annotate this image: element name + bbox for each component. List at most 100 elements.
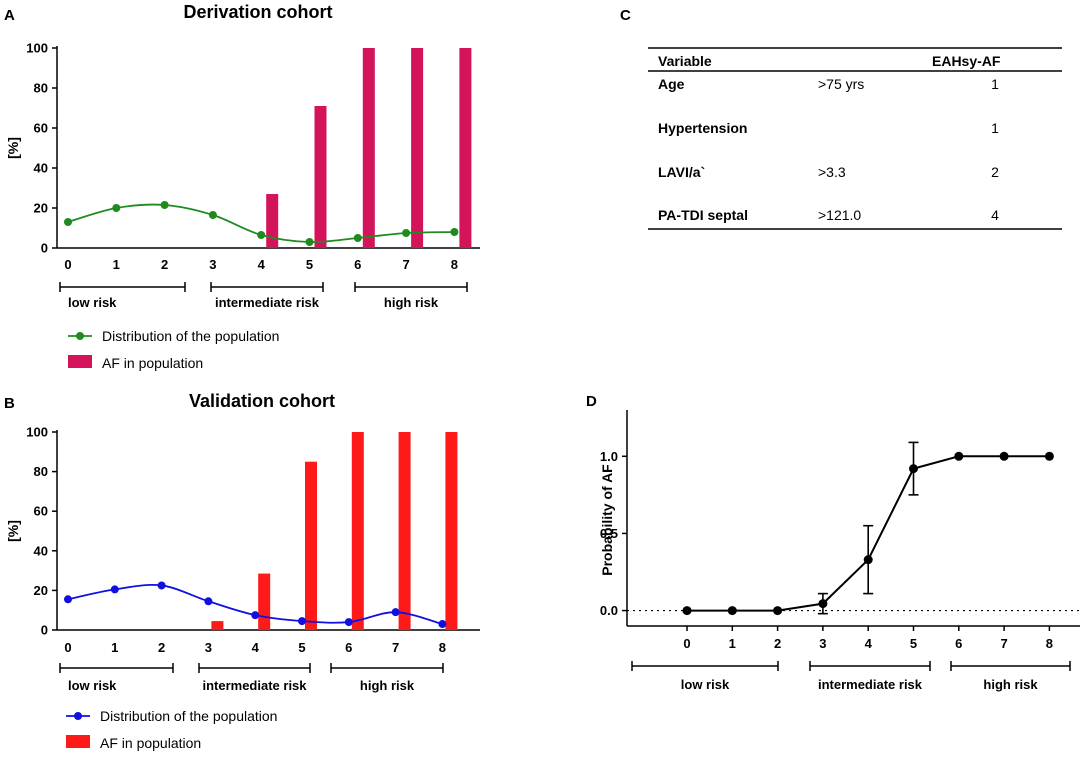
risk-group-label: low risk	[68, 295, 117, 310]
y-tick-label: 100	[26, 425, 48, 440]
af-bar	[314, 106, 327, 248]
x-tick-label: 5	[910, 636, 917, 651]
probability-point	[1044, 451, 1054, 461]
risk-group-label: high risk	[384, 295, 439, 310]
x-tick-label: 6	[354, 257, 361, 272]
y-tick-label: 80	[34, 464, 48, 479]
probability-point	[999, 451, 1009, 461]
distribution-point	[450, 228, 459, 236]
x-tick-label: 3	[819, 636, 826, 651]
af-bar	[445, 432, 458, 630]
af-bar	[398, 432, 411, 630]
legend-label: Distribution of the population	[100, 708, 277, 724]
y-tick-label: 60	[34, 504, 48, 519]
score-table: Variable EAHsy-AF Age >75 yrs 1 Hyperten…	[648, 47, 1062, 230]
x-tick-label: 5	[298, 640, 305, 655]
distribution-point	[204, 597, 213, 606]
x-tick-label: 1	[729, 636, 736, 651]
panel-letter-c: C	[620, 7, 631, 24]
panel-letter-d: D	[586, 393, 597, 410]
x-tick-label: 4	[258, 257, 266, 272]
distribution-point	[353, 234, 362, 242]
y-tick-label: 80	[34, 81, 48, 96]
chart-title: Derivation cohort	[183, 2, 332, 22]
x-tick-label: 4	[865, 636, 873, 651]
x-tick-label: 2	[158, 640, 165, 655]
risk-group-label: low risk	[681, 677, 730, 692]
x-tick-label: 6	[345, 640, 352, 655]
y-tick-label: 60	[34, 121, 48, 136]
legend-bar-swatch	[68, 355, 92, 368]
x-tick-label: 0	[683, 636, 690, 651]
y-tick-label: 0	[41, 241, 48, 256]
y-axis-label: [%]	[5, 520, 21, 542]
probability-point	[954, 451, 964, 461]
risk-group-label: intermediate risk	[818, 677, 923, 692]
x-tick-label: 7	[392, 640, 399, 655]
risk-group-label: intermediate risk	[215, 295, 320, 310]
x-tick-label: 0	[64, 257, 71, 272]
y-tick-label: 40	[34, 161, 48, 176]
distribution-point	[208, 211, 217, 219]
distribution-point	[112, 204, 121, 212]
legend-bar-swatch	[66, 735, 90, 748]
distribution-point	[110, 585, 119, 594]
distribution-point	[160, 201, 169, 209]
validation-chart: Validation cohort [%] 0 20 40 60 80 100 0 1 2 3 4 5 6 7…	[5, 391, 480, 751]
distribution-point	[157, 581, 166, 590]
legend-label: Distribution of the population	[102, 328, 279, 344]
x-tick-label: 8	[451, 257, 458, 272]
distribution-point	[298, 617, 306, 626]
x-tick-label: 7	[402, 257, 409, 272]
y-tick-label: 20	[34, 201, 48, 216]
derivation-chart: Derivation cohort [%] 0 20 40 60 80 100 0 1 2 3 4 5 6 7…	[5, 2, 480, 371]
chart-title: Validation cohort	[189, 391, 335, 411]
table-row-variable: Age	[658, 76, 685, 92]
x-tick-label: 5	[306, 257, 313, 272]
x-tick-label: 1	[111, 640, 118, 655]
probability-point	[682, 606, 692, 616]
y-tick-label: 40	[34, 543, 48, 558]
x-tick-label: 3	[205, 640, 212, 655]
distribution-point	[391, 608, 400, 617]
af-bar	[362, 48, 375, 248]
y-axis-label: [%]	[5, 137, 21, 159]
y-tick-label: 0.0	[600, 603, 618, 618]
legend-point-swatch	[74, 712, 82, 720]
panel-letter-a: A	[4, 7, 15, 24]
distribution-point	[64, 595, 72, 604]
af-bar	[411, 48, 424, 248]
x-tick-label: 4	[252, 640, 260, 655]
af-bar	[351, 432, 364, 630]
table-row-variable: PA-TDI septal	[658, 207, 748, 223]
probability-point	[773, 606, 783, 616]
af-bar	[211, 621, 224, 630]
probability-point	[863, 555, 873, 565]
af-bar	[266, 194, 279, 248]
table-row-points: 4	[991, 207, 999, 223]
y-tick-label: 0.5	[600, 526, 618, 541]
panel-letter-b: B	[4, 395, 15, 412]
x-tick-label: 8	[439, 640, 446, 655]
table-row-points: 1	[991, 120, 999, 136]
distribution-point	[257, 231, 266, 239]
x-tick-label: 0	[64, 640, 71, 655]
x-tick-label: 2	[774, 636, 781, 651]
x-tick-label: 7	[1000, 636, 1007, 651]
distribution-point	[438, 620, 447, 629]
probability-point	[727, 606, 737, 616]
risk-group-label: high risk	[983, 677, 1038, 692]
x-tick-label: 2	[161, 257, 168, 272]
table-row-threshold: >3.3	[818, 164, 846, 180]
y-tick-label: 100	[26, 41, 48, 56]
y-axis-label: Probability of AF	[599, 464, 615, 576]
y-tick-label: 20	[34, 583, 48, 598]
distribution-point	[402, 229, 411, 237]
risk-group-label: high risk	[360, 678, 415, 693]
legend-label: AF in population	[102, 355, 203, 371]
af-bar	[258, 573, 271, 630]
table-row-threshold: >121.0	[818, 207, 861, 223]
x-tick-label: 3	[209, 257, 216, 272]
